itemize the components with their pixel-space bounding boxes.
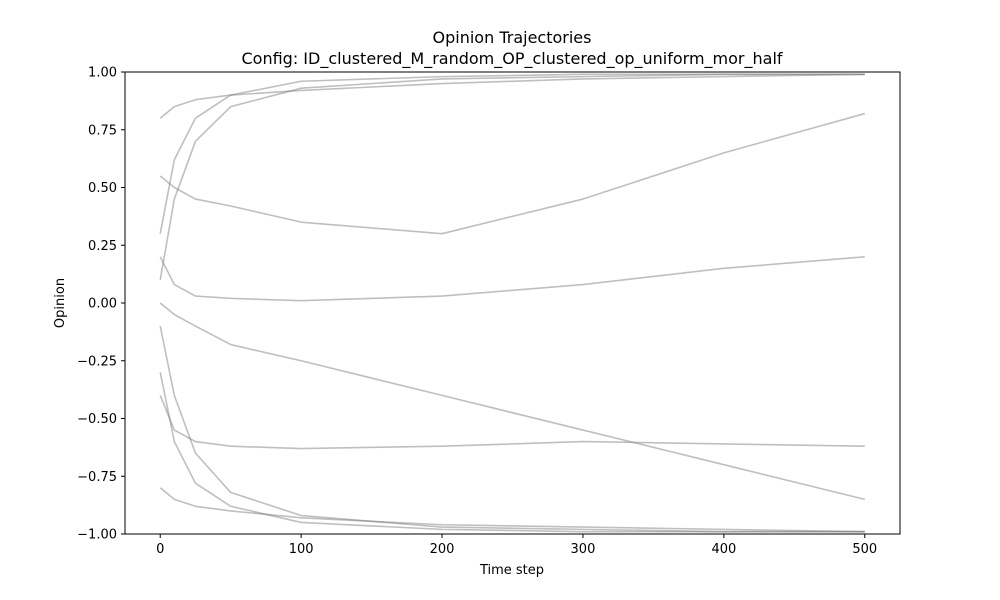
trajectory-line xyxy=(159,325,865,533)
chart-title: Opinion Trajectories xyxy=(433,28,592,47)
y-tick-label: 0.00 xyxy=(88,297,117,312)
trajectory-line xyxy=(159,395,865,450)
trajectory-line xyxy=(159,302,865,501)
x-tick-label: 400 xyxy=(711,542,736,557)
x-tick-label: 500 xyxy=(852,542,877,557)
y-tick-label: 1.00 xyxy=(88,66,117,81)
y-axis-label: Opinion xyxy=(53,278,68,328)
y-tick-label: 0.50 xyxy=(88,181,117,196)
trajectory-line xyxy=(159,73,865,119)
x-tick-label: 100 xyxy=(289,542,314,557)
trajectory-line xyxy=(159,112,865,235)
trajectory-line xyxy=(159,256,865,302)
y-tick-label: −0.50 xyxy=(77,412,117,427)
axis-ticks: 0 100 200 300 400 500 −1.00 −0.75 −0.50 −0.25 0.00… xyxy=(77,66,877,558)
y-tick-label: 0.25 xyxy=(88,239,117,254)
trajectory-line xyxy=(159,487,865,533)
x-tick-label: 200 xyxy=(430,542,455,557)
y-tick-label: −0.25 xyxy=(77,354,117,369)
y-tick-label: −0.75 xyxy=(77,470,117,485)
x-tick-label: 300 xyxy=(571,542,596,557)
x-axis-label: Time step xyxy=(479,563,544,578)
trajectory-line xyxy=(159,73,865,281)
chart-subtitle: Config: ID_clustered_M_random_OP_cluster… xyxy=(241,49,782,69)
x-tick-label: 0 xyxy=(156,542,164,557)
y-tick-label: 0.75 xyxy=(88,123,117,138)
y-tick-label: −1.00 xyxy=(77,528,117,543)
trajectory-lines xyxy=(159,73,865,533)
